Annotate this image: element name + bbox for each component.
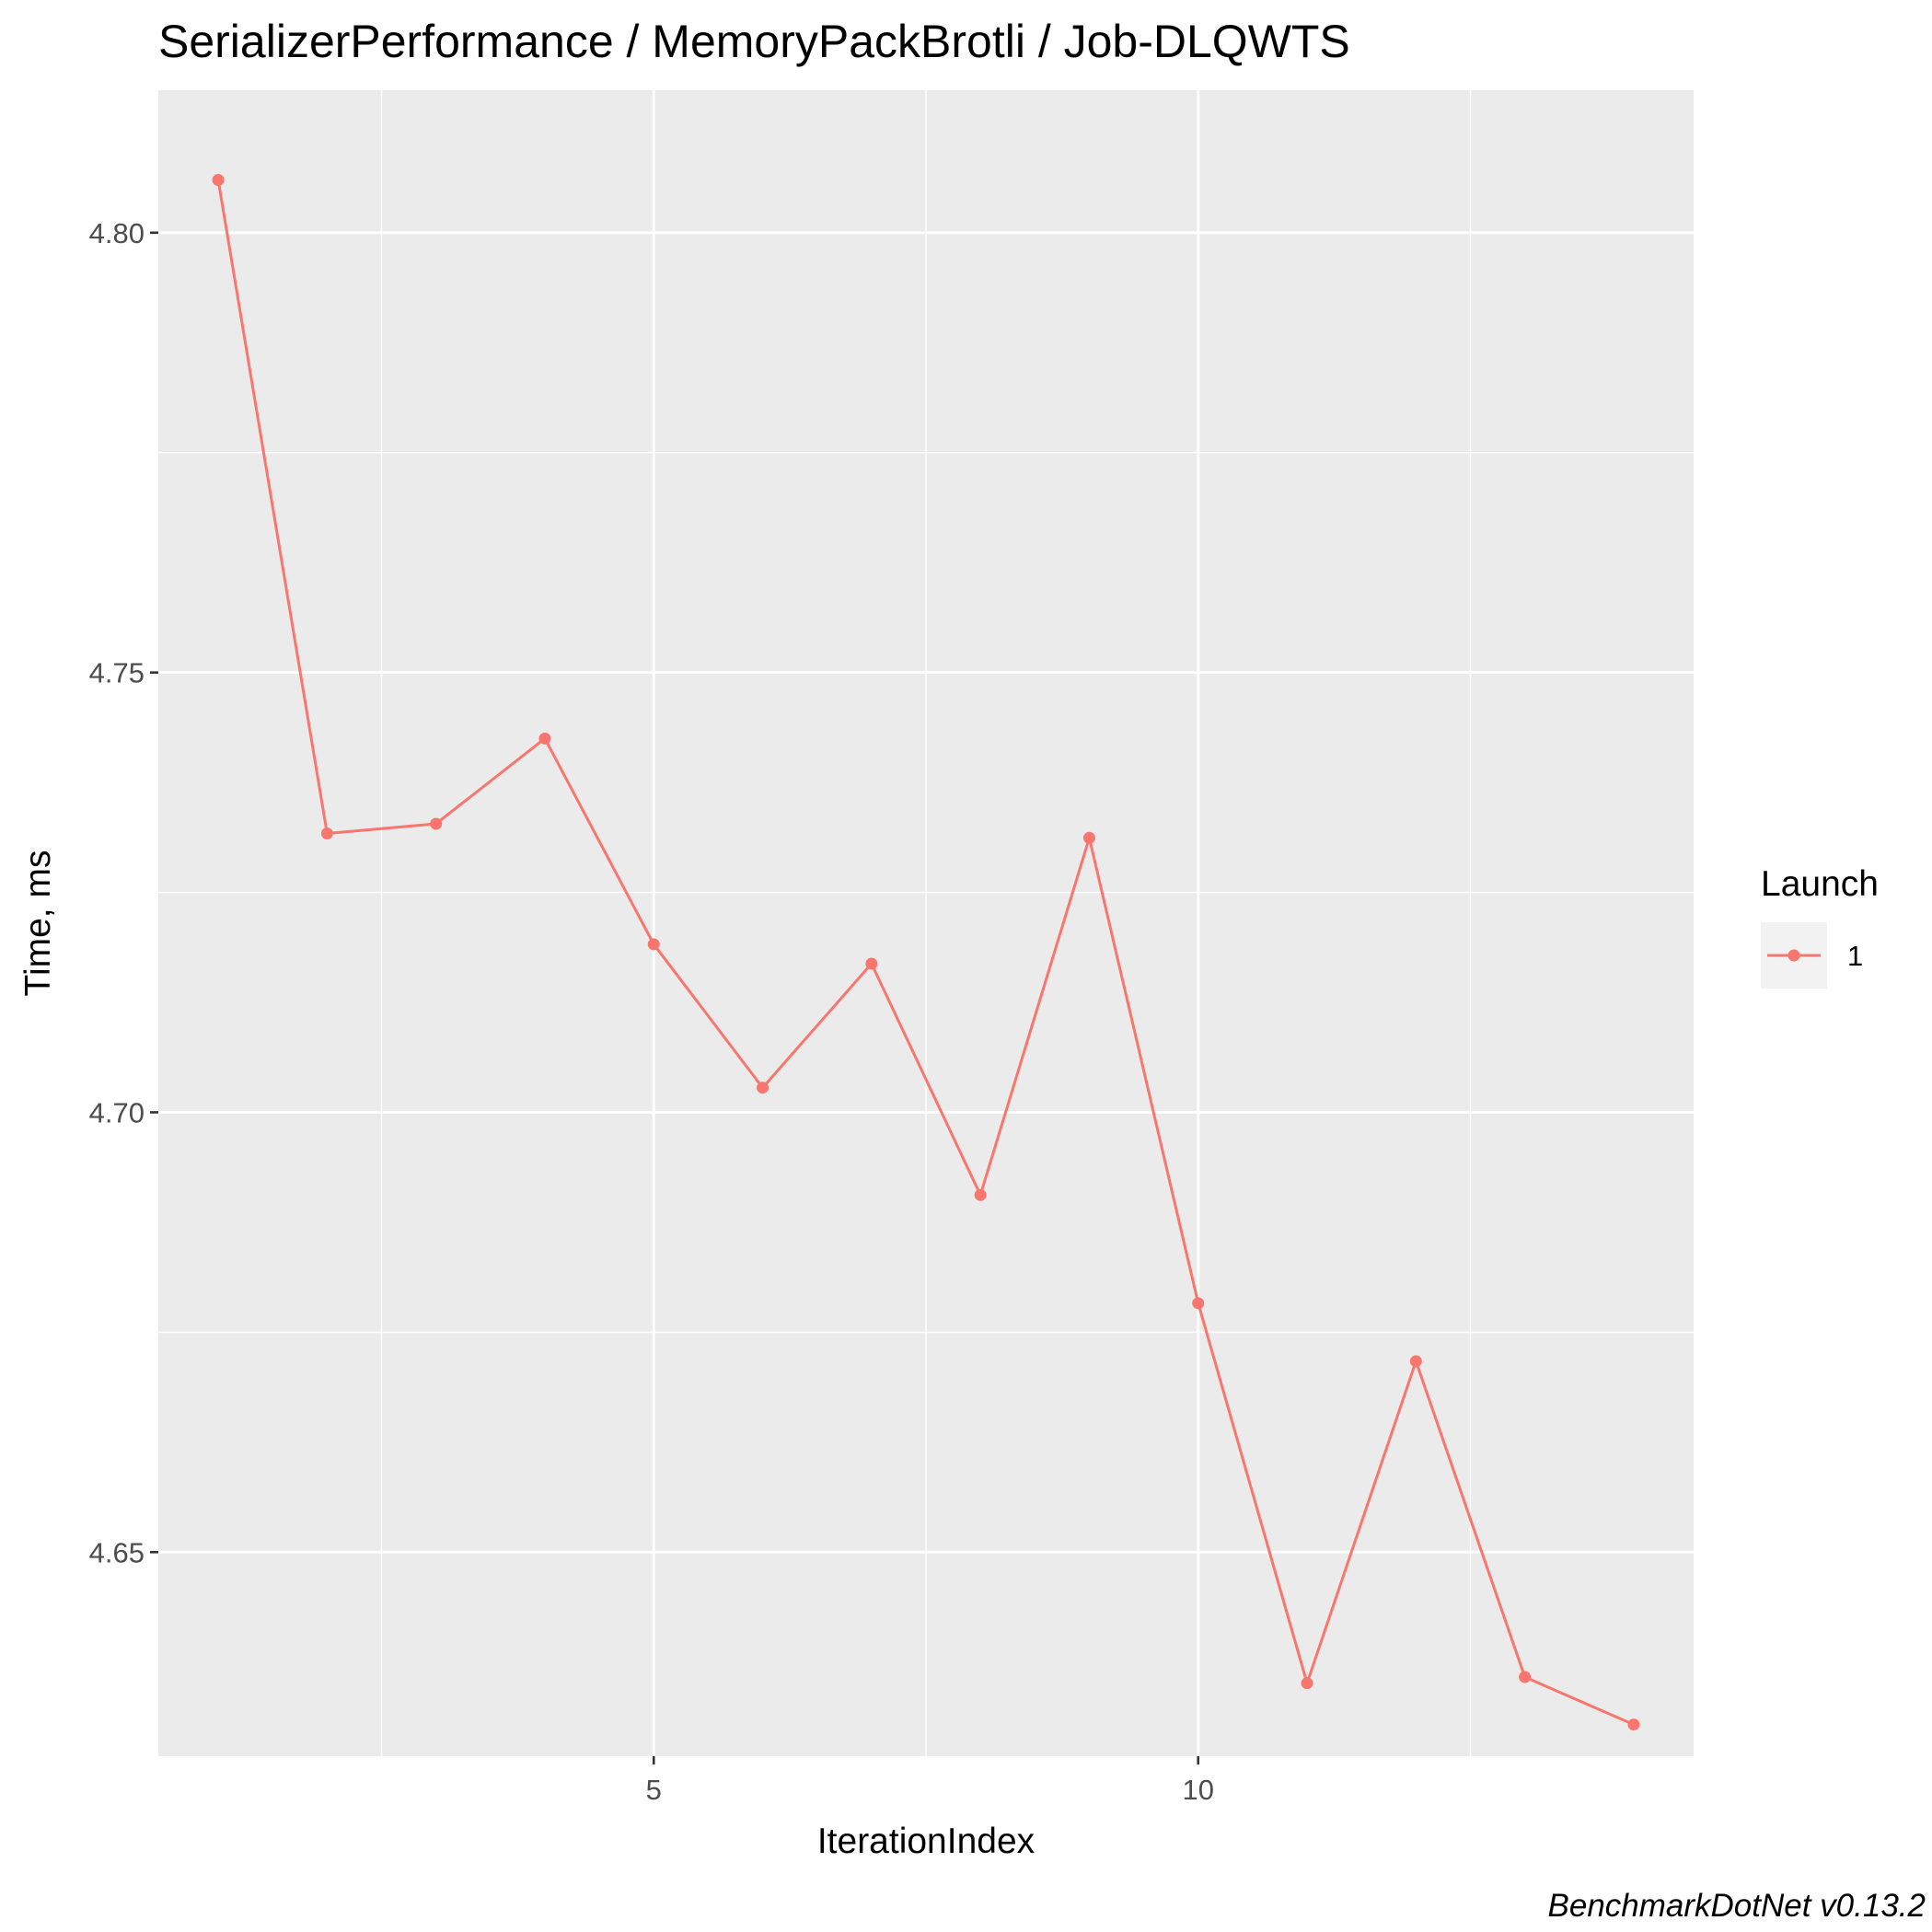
data-point bbox=[1301, 1677, 1313, 1690]
data-point bbox=[757, 1082, 769, 1094]
data-point bbox=[1627, 1718, 1640, 1731]
y-tick-label: 4.65 bbox=[89, 1536, 145, 1568]
chart-title: SerializerPerformance / MemoryPackBrotli… bbox=[158, 16, 1350, 67]
y-tick-label: 4.75 bbox=[89, 657, 145, 689]
data-point bbox=[865, 957, 878, 970]
series-line bbox=[216, 179, 1635, 1726]
x-tick-label: 10 bbox=[1183, 1774, 1214, 1806]
y-tick-label: 4.80 bbox=[89, 217, 145, 249]
x-axis: 5 10 bbox=[646, 1756, 1214, 1806]
minor-gridlines bbox=[158, 90, 1694, 1773]
data-point bbox=[1192, 1297, 1205, 1310]
data-point bbox=[974, 1188, 987, 1201]
y-axis-title: Time, ms bbox=[18, 850, 58, 997]
legend: Launch 1 bbox=[1761, 864, 1879, 989]
legend-label-series: 1 bbox=[1847, 940, 1863, 972]
y-axis: 4.65 4.70 4.75 4.80 bbox=[89, 217, 158, 1568]
y-tick-label: 4.70 bbox=[89, 1096, 145, 1128]
data-point bbox=[538, 732, 551, 745]
caption: BenchmarkDotNet v0.13.2 bbox=[1548, 1888, 1926, 1924]
data-point bbox=[430, 817, 443, 830]
data-point bbox=[1082, 831, 1095, 844]
x-tick-label: 5 bbox=[646, 1774, 662, 1806]
data-point bbox=[1519, 1671, 1532, 1683]
legend-title: Launch bbox=[1761, 864, 1879, 904]
x-axis-title: IterationIndex bbox=[817, 1822, 1035, 1861]
legend-key-point bbox=[1787, 949, 1800, 962]
series-layer bbox=[212, 173, 1640, 1731]
data-point bbox=[647, 938, 660, 951]
data-point bbox=[1409, 1355, 1422, 1368]
data-point bbox=[212, 173, 225, 186]
major-gridlines bbox=[158, 90, 1694, 1756]
data-point bbox=[320, 827, 333, 840]
